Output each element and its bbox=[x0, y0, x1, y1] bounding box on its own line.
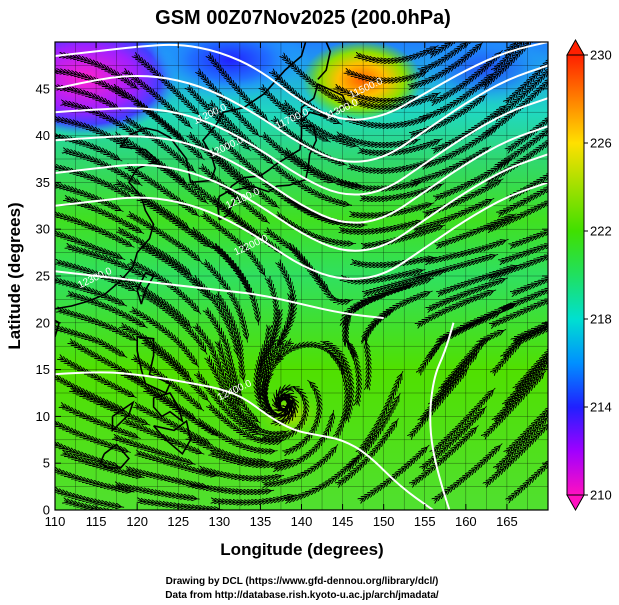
x-tick-label: 130 bbox=[208, 514, 230, 529]
colorbar-tick-label: 218 bbox=[590, 312, 612, 327]
credit-line-1: Drawing by DCL (https://www.gfd-dennou.o… bbox=[166, 576, 439, 587]
streamline bbox=[138, 501, 223, 510]
colorbar-tick-label: 222 bbox=[590, 224, 612, 239]
credit-line-2: Data from http://database.rish.kyoto-u.a… bbox=[165, 590, 439, 601]
streamline bbox=[352, 257, 437, 265]
streamline bbox=[358, 92, 441, 107]
x-tick-label: 110 bbox=[45, 514, 66, 529]
colorbar-tick-label: 230 bbox=[590, 48, 612, 63]
x-tick-label: 145 bbox=[332, 514, 354, 529]
colorbar-tick-label: 214 bbox=[590, 400, 612, 415]
contour-line bbox=[55, 153, 548, 252]
streamline bbox=[134, 55, 201, 117]
contour-line bbox=[55, 371, 434, 510]
streamline bbox=[500, 240, 548, 262]
plot-area: 11200.0 11700.011500.011300.012000.012100… bbox=[55, 42, 548, 510]
contour-line bbox=[55, 97, 548, 196]
streamline bbox=[512, 272, 548, 294]
y-tick-label: 25 bbox=[36, 269, 50, 284]
colorbar-ticks: 210 214 218 222 226 230 bbox=[584, 48, 612, 503]
contour-line bbox=[55, 125, 548, 224]
contour-line bbox=[55, 42, 548, 121]
colorbar-tick-label: 226 bbox=[590, 136, 612, 151]
colorbar-tick-label: 210 bbox=[590, 488, 612, 503]
x-tick-label: 125 bbox=[167, 514, 189, 529]
y-tick-label: 30 bbox=[36, 222, 50, 237]
x-tick-label: 155 bbox=[414, 514, 436, 529]
streamline bbox=[430, 42, 462, 55]
contour-line bbox=[429, 322, 455, 510]
coastline bbox=[55, 319, 61, 338]
coastline bbox=[99, 443, 130, 469]
contour-line bbox=[55, 270, 384, 320]
x-tick-label: 140 bbox=[291, 514, 313, 529]
x-axis-label: Longitude (degrees) bbox=[220, 540, 383, 559]
streamline bbox=[208, 55, 270, 123]
streamline bbox=[347, 116, 431, 126]
y-tick-label: 45 bbox=[36, 81, 50, 96]
streamline bbox=[356, 45, 439, 61]
y-tick-label: 5 bbox=[43, 456, 50, 471]
coastline bbox=[136, 336, 172, 395]
streamline bbox=[284, 379, 319, 453]
streamline bbox=[349, 160, 433, 171]
coastline bbox=[226, 125, 318, 193]
axis-ticks: 110 115 120 125 130 135 140 145 150 155 160 165 0 5 10… bbox=[36, 42, 548, 529]
colorbar-top-triangle bbox=[566, 38, 585, 56]
streamline bbox=[346, 71, 429, 81]
coastline bbox=[136, 272, 155, 305]
y-axis-label: Latitude (degrees) bbox=[5, 202, 24, 349]
y-tick-label: 40 bbox=[36, 128, 50, 143]
y-tick-label: 20 bbox=[36, 315, 50, 330]
streamline bbox=[358, 370, 404, 453]
streamline bbox=[510, 226, 548, 246]
contour-line bbox=[55, 64, 548, 163]
streamline bbox=[340, 220, 425, 231]
x-tick-label: 135 bbox=[250, 514, 272, 529]
streamline bbox=[212, 495, 297, 503]
streamline bbox=[60, 55, 140, 90]
chart-title: GSM 00Z07Nov2025 (200.0hPa) bbox=[155, 7, 451, 29]
y-tick-label: 15 bbox=[36, 362, 50, 377]
streamline bbox=[359, 138, 443, 153]
y-tick-label: 10 bbox=[36, 409, 50, 424]
coastline bbox=[152, 392, 184, 424]
coastline bbox=[152, 419, 192, 456]
x-tick-label: 165 bbox=[496, 514, 518, 529]
field-low-north bbox=[150, 42, 310, 100]
colorbar: 210 214 218 222 226 230 bbox=[566, 38, 612, 512]
contour-line bbox=[55, 181, 548, 280]
colorbar-gradient bbox=[566, 54, 585, 496]
streamline bbox=[282, 55, 354, 107]
y-tick-label: 0 bbox=[43, 503, 50, 518]
x-tick-label: 150 bbox=[373, 514, 395, 529]
y-tick-label: 35 bbox=[36, 175, 50, 190]
x-tick-label: 120 bbox=[126, 514, 148, 529]
x-tick-label: 115 bbox=[86, 514, 107, 529]
coastline bbox=[111, 400, 135, 433]
coastlines bbox=[55, 42, 348, 469]
streamlines bbox=[55, 42, 548, 510]
coastline bbox=[317, 42, 332, 80]
colorbar-bottom-triangle bbox=[566, 494, 585, 512]
x-tick-label: 160 bbox=[455, 514, 477, 529]
